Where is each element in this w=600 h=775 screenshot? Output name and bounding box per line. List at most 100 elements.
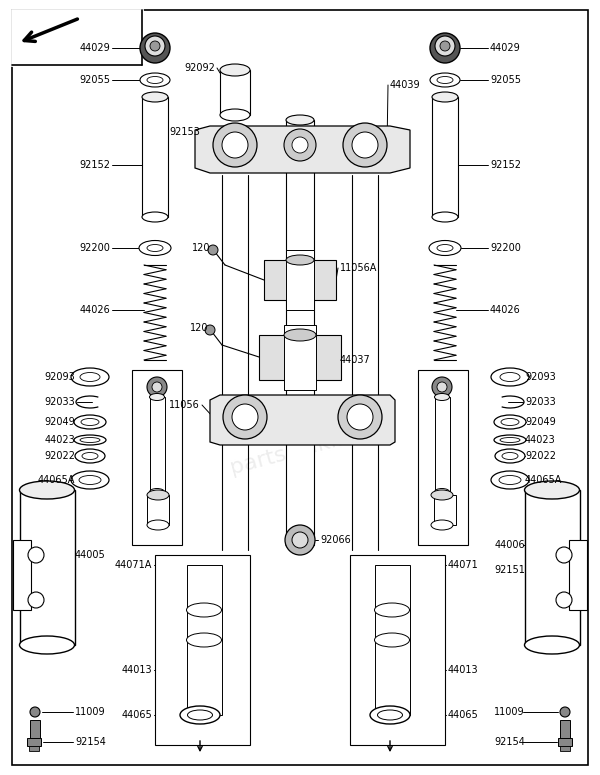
Text: 92022: 92022	[44, 451, 75, 461]
Ellipse shape	[80, 373, 100, 381]
Bar	[259, 335, 341, 380]
Text: 44065A: 44065A	[525, 475, 562, 485]
Ellipse shape	[81, 418, 99, 425]
Ellipse shape	[284, 329, 316, 341]
Ellipse shape	[499, 476, 521, 484]
Circle shape	[347, 404, 373, 430]
Ellipse shape	[524, 636, 580, 654]
Ellipse shape	[19, 636, 74, 654]
Circle shape	[352, 132, 378, 158]
Ellipse shape	[147, 490, 169, 500]
Text: 44029: 44029	[79, 43, 110, 53]
Circle shape	[223, 395, 267, 439]
Circle shape	[150, 41, 160, 51]
Ellipse shape	[71, 368, 109, 386]
Circle shape	[232, 404, 258, 430]
Text: 44005: 44005	[75, 550, 106, 560]
Circle shape	[435, 36, 455, 56]
Circle shape	[292, 137, 308, 153]
Circle shape	[145, 36, 165, 56]
Circle shape	[208, 245, 218, 255]
Text: parts-wiki.de: parts-wiki.de	[228, 422, 372, 478]
Bar	[220, 70, 250, 115]
Ellipse shape	[524, 481, 580, 499]
Ellipse shape	[82, 453, 98, 460]
Bar	[30, 720, 40, 738]
Text: 92055: 92055	[79, 75, 110, 85]
Text: 92200: 92200	[79, 243, 110, 253]
Ellipse shape	[220, 109, 250, 121]
Ellipse shape	[19, 481, 74, 499]
Text: 44039: 44039	[390, 80, 421, 90]
Ellipse shape	[429, 240, 461, 256]
Circle shape	[560, 707, 570, 717]
Ellipse shape	[502, 453, 518, 460]
Ellipse shape	[500, 373, 520, 381]
Ellipse shape	[139, 240, 171, 256]
Text: 44071A: 44071A	[115, 560, 152, 570]
Text: 44029: 44029	[490, 43, 521, 53]
Text: 92093: 92093	[525, 372, 556, 382]
Ellipse shape	[74, 435, 106, 445]
Circle shape	[430, 33, 460, 63]
Text: 120: 120	[190, 323, 208, 333]
Ellipse shape	[71, 471, 109, 489]
Text: 44065: 44065	[448, 710, 479, 720]
Bar	[132, 370, 182, 545]
Ellipse shape	[142, 212, 168, 222]
Ellipse shape	[74, 415, 106, 429]
Bar	[375, 565, 410, 715]
Bar	[418, 370, 468, 545]
Ellipse shape	[491, 471, 529, 489]
Circle shape	[284, 129, 316, 161]
Ellipse shape	[501, 418, 519, 425]
Ellipse shape	[432, 212, 458, 222]
Text: 44023: 44023	[44, 435, 75, 445]
Text: 11056A: 11056A	[340, 263, 377, 273]
Ellipse shape	[434, 488, 449, 495]
Text: 11009: 11009	[494, 707, 525, 717]
Text: 11056: 11056	[169, 400, 200, 410]
Circle shape	[343, 123, 387, 167]
Text: 44026: 44026	[490, 305, 521, 315]
Ellipse shape	[431, 490, 453, 500]
Ellipse shape	[374, 633, 409, 647]
Ellipse shape	[147, 520, 169, 530]
Bar	[27, 738, 41, 746]
Ellipse shape	[187, 633, 221, 647]
Bar	[432, 97, 458, 217]
Ellipse shape	[491, 368, 529, 386]
Bar	[569, 540, 587, 610]
Ellipse shape	[495, 449, 525, 463]
Text: 92033: 92033	[44, 397, 75, 407]
Ellipse shape	[149, 488, 164, 495]
Bar	[13, 540, 31, 610]
Text: 92152: 92152	[79, 160, 110, 170]
Circle shape	[213, 123, 257, 167]
Circle shape	[30, 707, 40, 717]
Bar	[286, 120, 314, 545]
Circle shape	[556, 592, 572, 608]
Ellipse shape	[494, 415, 526, 429]
Ellipse shape	[374, 603, 409, 617]
Polygon shape	[195, 126, 410, 173]
Text: 92152: 92152	[490, 160, 521, 170]
Text: 92153: 92153	[169, 127, 200, 137]
Text: 44013: 44013	[121, 665, 152, 675]
Text: 92154: 92154	[75, 737, 106, 747]
Ellipse shape	[149, 394, 164, 401]
Text: 92049: 92049	[525, 417, 556, 427]
Text: 44065A: 44065A	[38, 475, 75, 485]
Ellipse shape	[220, 64, 250, 76]
Ellipse shape	[75, 449, 105, 463]
Circle shape	[338, 395, 382, 439]
Bar	[284, 325, 316, 390]
Ellipse shape	[430, 73, 460, 87]
Text: 92151: 92151	[494, 565, 525, 575]
Bar	[187, 565, 222, 715]
Bar	[286, 250, 314, 310]
Ellipse shape	[187, 603, 221, 617]
Ellipse shape	[286, 540, 314, 550]
Bar	[525, 490, 580, 645]
Ellipse shape	[286, 255, 314, 265]
